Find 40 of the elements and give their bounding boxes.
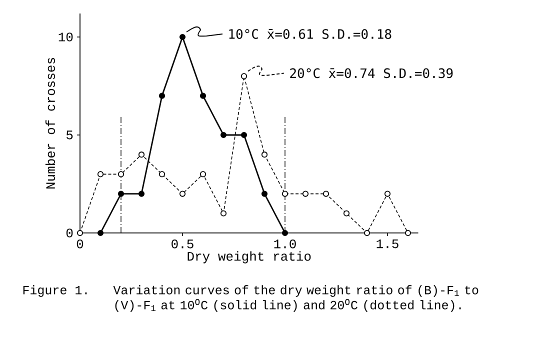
x-tick-label: 1.0 bbox=[274, 240, 296, 248]
point bbox=[220, 210, 227, 216]
point bbox=[138, 152, 145, 158]
x-tick-label: 0.5 bbox=[172, 240, 194, 248]
point bbox=[302, 190, 309, 197]
point bbox=[138, 190, 145, 197]
point bbox=[343, 210, 350, 216]
y-tick-label: 5 bbox=[66, 130, 73, 140]
y-tick-label: 10 bbox=[58, 32, 73, 42]
point bbox=[76, 230, 84, 236]
y-tick-label: 0 bbox=[66, 228, 73, 238]
caption: Figure 1. bbox=[23, 285, 87, 297]
point bbox=[97, 171, 104, 178]
point bbox=[158, 92, 166, 99]
x-axis-title: Dry weight ratio bbox=[188, 251, 311, 264]
point bbox=[158, 171, 166, 178]
point bbox=[240, 73, 248, 80]
point bbox=[97, 230, 104, 236]
point bbox=[179, 34, 186, 40]
legend-label: 10°C x̄=0.61 S.D.=0.18 bbox=[229, 29, 392, 39]
x-tick-label: 0 bbox=[76, 240, 84, 248]
point bbox=[364, 230, 370, 236]
point bbox=[384, 190, 391, 197]
point bbox=[118, 171, 124, 178]
point bbox=[261, 152, 268, 158]
point bbox=[220, 132, 227, 138]
point bbox=[282, 230, 288, 236]
point bbox=[322, 190, 330, 197]
point bbox=[200, 92, 206, 99]
text: Variation curves of the dry weight ratio of (B)-F$_{1}$ to (V)-F$_{1}$ at 10$^{O}$C (solid line) and 20$^{O}$C (dotted line). bbox=[113, 285, 478, 312]
point bbox=[200, 171, 206, 178]
point bbox=[261, 190, 268, 197]
point bbox=[404, 230, 412, 236]
y-axis-title: Number of crosses bbox=[45, 58, 56, 189]
point bbox=[118, 190, 124, 197]
legend-label: 20°C x̄=0.74 S.D.=0.39 bbox=[290, 68, 453, 78]
point bbox=[282, 190, 288, 197]
point bbox=[179, 190, 186, 197]
x-tick-label: 1.5 bbox=[376, 240, 398, 248]
point bbox=[240, 132, 248, 138]
